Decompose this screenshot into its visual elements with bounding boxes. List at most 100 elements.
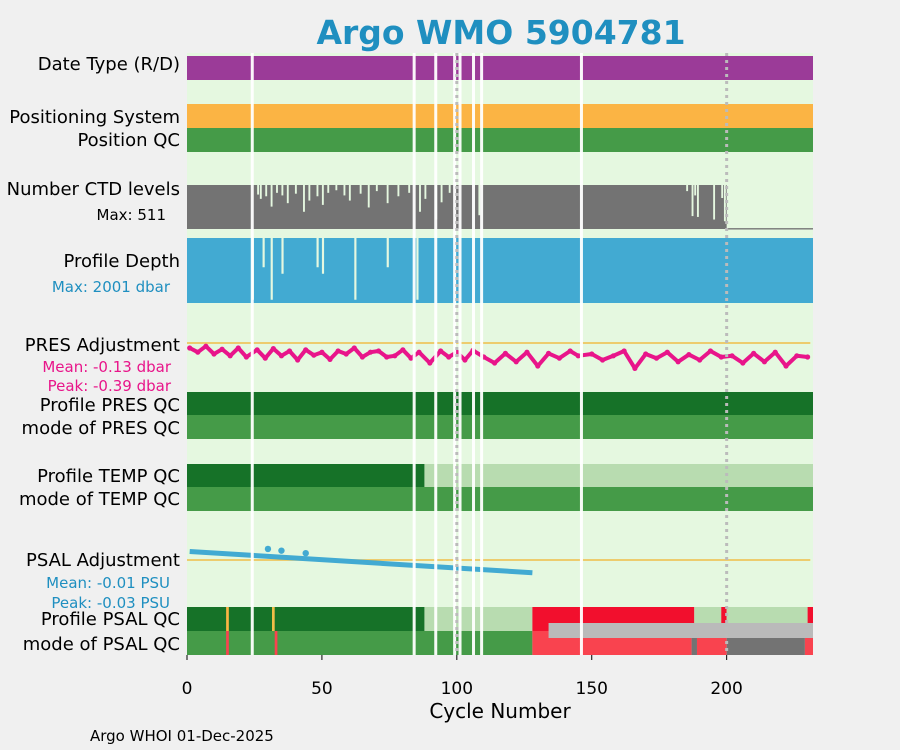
mode-psal-qc-segment-2 bbox=[274, 631, 278, 655]
ctd-level-dip-5 bbox=[281, 185, 284, 196]
footer-credit: Argo WHOI 01-Dec-2025 bbox=[90, 727, 274, 745]
profile-depth-bar bbox=[187, 238, 813, 303]
profile-depth-short-7 bbox=[386, 238, 389, 268]
psal-adjustment-bump-0 bbox=[264, 545, 272, 553]
ctd-level-dip-1 bbox=[259, 185, 262, 199]
label-mode-psal-qc: mode of PSAL QC bbox=[23, 634, 180, 655]
ctd-level-dip-33 bbox=[721, 185, 724, 199]
pres-adjustment-point-5 bbox=[227, 353, 233, 359]
ctd-level-dip-30 bbox=[694, 185, 697, 196]
ctd-level-dip-0 bbox=[257, 185, 260, 195]
profile-psal-qc-segment-2 bbox=[271, 607, 275, 631]
ctd-level-dip-11 bbox=[321, 185, 324, 205]
pres-adjustment-point-7 bbox=[243, 354, 249, 360]
pres-adjustment-point-63 bbox=[783, 363, 789, 369]
label-mode-temp-qc: mode of TEMP QC bbox=[19, 489, 180, 510]
pres-adjustment-point-27 bbox=[408, 355, 414, 361]
mode-psal-qc-segment-4 bbox=[691, 631, 697, 655]
pres-adjustment-point-47 bbox=[610, 353, 616, 359]
label-profile-pres-qc: Profile PRES QC bbox=[40, 395, 180, 416]
ctd-level-dip-4 bbox=[276, 185, 278, 193]
pres-adjustment-point-61 bbox=[761, 359, 768, 365]
profile-psal-qc-segment-1 bbox=[226, 607, 229, 631]
mode-temp-qc-segment-0 bbox=[187, 487, 813, 511]
pres-adjustment-point-18 bbox=[335, 348, 341, 354]
label-position-qc: Position QC bbox=[77, 130, 180, 151]
missing-cycle-gap-5 bbox=[472, 53, 476, 655]
label-psal-mean: Mean: -0.01 PSU bbox=[46, 574, 170, 592]
pres-adjustment-point-23 bbox=[375, 348, 382, 354]
pres-adjustment-point-16 bbox=[319, 349, 325, 355]
pres-adjustment-point-36 bbox=[492, 360, 498, 366]
label-psal-adjustment: PSAL Adjustment bbox=[26, 550, 180, 571]
profile-psal-qc-segment-0 bbox=[187, 607, 425, 631]
psal-adjustment-bump-1 bbox=[278, 547, 285, 554]
ctd-level-dip-7 bbox=[294, 185, 297, 194]
pres-adjustment-point-24 bbox=[384, 354, 390, 360]
ctd-level-dip-14 bbox=[343, 185, 346, 196]
pres-adjustment-point-2 bbox=[203, 343, 209, 349]
pres-adjustment-point-50 bbox=[643, 351, 649, 357]
ctd-level-dip-31 bbox=[696, 185, 699, 217]
pres-adjustment-point-15 bbox=[311, 352, 317, 358]
pres-adjustment-point-40 bbox=[535, 363, 541, 369]
ctd-level-dip-16 bbox=[359, 185, 362, 194]
ctd-level-dip-32 bbox=[713, 185, 716, 220]
pres-adjustment-point-1 bbox=[195, 349, 201, 355]
pres-adjustment-point-26 bbox=[400, 347, 406, 353]
pres-adjustment-point-65 bbox=[805, 354, 811, 360]
label-ctd-max: Max: 511 bbox=[97, 206, 166, 224]
pres-adjustment-point-52 bbox=[664, 349, 670, 355]
pres-adjustment-point-11 bbox=[278, 353, 285, 359]
pres-adjustment-point-60 bbox=[751, 350, 757, 356]
psal-adjustment-line bbox=[189, 549, 533, 576]
pres-adjustment-point-13 bbox=[295, 357, 301, 363]
profile-depth-short-3 bbox=[281, 238, 284, 274]
psal-qc-gray-overlay-0 bbox=[548, 623, 813, 638]
x-tick-label-0: 0 bbox=[182, 679, 193, 699]
mode-psal-qc-segment-1 bbox=[226, 631, 229, 655]
pres-adjustment-point-55 bbox=[697, 357, 703, 363]
ctd-level-dip-10 bbox=[316, 185, 319, 197]
pres-adjustment-point-37 bbox=[502, 350, 508, 356]
date-type-segment-0 bbox=[187, 56, 813, 80]
positioning-system-segment-0 bbox=[187, 104, 813, 128]
position-qc-segment-0 bbox=[187, 128, 813, 152]
pres-adjustment-point-42 bbox=[556, 355, 562, 361]
label-psal-peak: Peak: -0.03 PSU bbox=[51, 594, 170, 612]
ctd-level-dip-35 bbox=[810, 185, 813, 223]
missing-cycle-gap-6 bbox=[480, 53, 484, 655]
label-depth-max: Max: 2001 dbar bbox=[52, 278, 171, 296]
ctd-level-dip-26 bbox=[448, 185, 451, 193]
ctd-level-dip-15 bbox=[348, 185, 351, 201]
missing-cycle-gap-1 bbox=[412, 53, 416, 655]
ctd-level-dip-27 bbox=[478, 185, 481, 216]
profile-depth-short-2 bbox=[270, 238, 273, 300]
pres-adjustment-point-57 bbox=[718, 354, 724, 360]
missing-cycle-gap-7 bbox=[579, 53, 583, 655]
profile-depth-short-8 bbox=[416, 238, 419, 300]
profile-depth-short-5 bbox=[321, 238, 325, 274]
profile-depth-short-1 bbox=[262, 238, 265, 268]
label-date-type: Date Type (R/D) bbox=[38, 54, 180, 75]
pres-adjustment-point-39 bbox=[524, 349, 530, 355]
pres-adjustment-point-25 bbox=[392, 353, 398, 359]
pres-adjustment-point-53 bbox=[675, 359, 681, 365]
pres-adjustment-point-0 bbox=[187, 345, 193, 351]
pres-adjustment-point-17 bbox=[327, 356, 333, 362]
mode-pres-qc-segment-0 bbox=[187, 415, 813, 439]
pres-adjustment-point-19 bbox=[343, 351, 349, 357]
x-tick-label-200: 200 bbox=[710, 679, 742, 699]
pres-adjustment-point-12 bbox=[286, 348, 293, 354]
ctd-level-dip-8 bbox=[303, 185, 305, 212]
pres-adjustment-point-44 bbox=[575, 353, 581, 359]
missing-cycle-gap-0 bbox=[250, 53, 254, 655]
chart-title: Argo WMO 5904781 bbox=[316, 13, 685, 52]
ctd-level-dip-21 bbox=[408, 185, 411, 193]
label-pres-adjustment: PRES Adjustment bbox=[25, 335, 180, 356]
missing-cycle-gap-4 bbox=[458, 53, 462, 655]
pres-adjustment-point-64 bbox=[794, 353, 800, 359]
ctd-level-dip-28 bbox=[686, 185, 689, 192]
x-tick-label-100: 100 bbox=[441, 679, 473, 699]
